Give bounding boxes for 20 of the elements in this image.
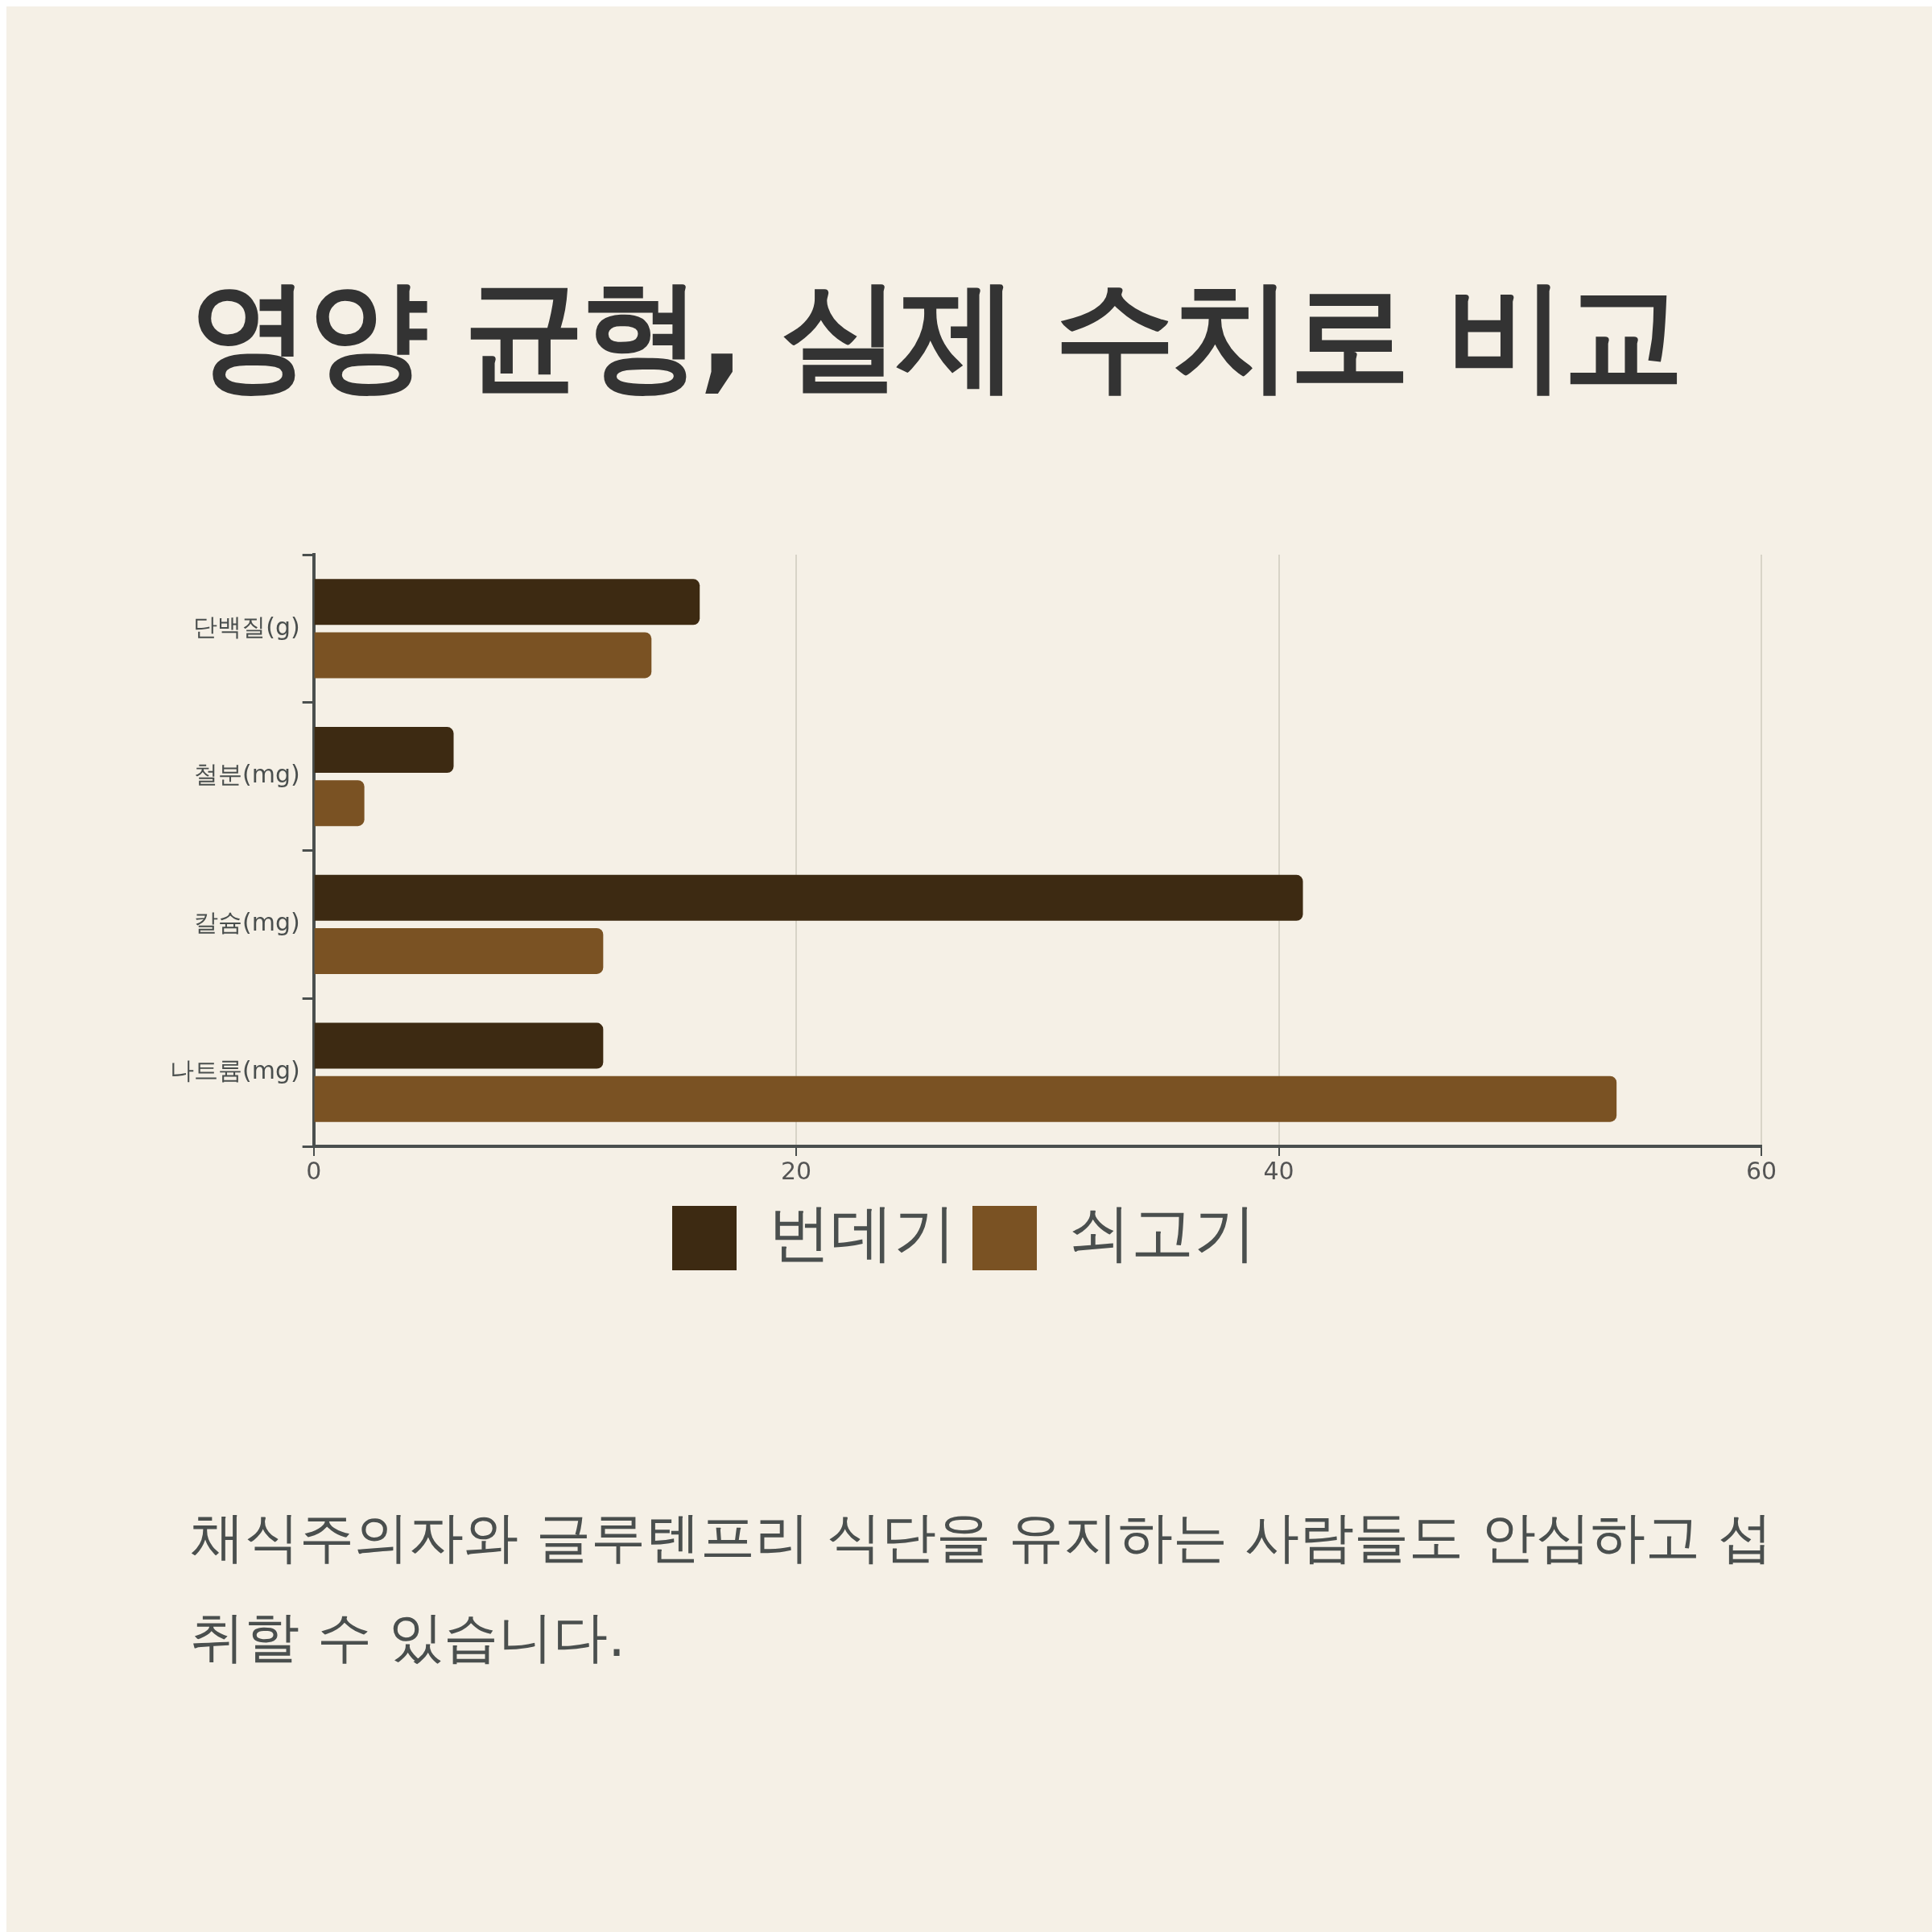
- y-tick-label: 철분(mg): [193, 760, 300, 789]
- bar: [314, 780, 365, 827]
- bar: [314, 579, 700, 625]
- chart-title: 영양 균형, 실제 수치로 비교: [190, 264, 1681, 407]
- x-tick-label: 60: [1745, 1156, 1777, 1185]
- x-tick-label: 20: [781, 1156, 812, 1185]
- bar: [314, 632, 652, 679]
- y-tick-label: 나트륨(mg): [169, 1055, 300, 1084]
- bar: [314, 727, 454, 773]
- y-tick-label: 단백질(g): [193, 612, 300, 641]
- bar: [314, 874, 1303, 921]
- y-tick-label: 칼슘(mg): [193, 908, 300, 937]
- text: 채식주의자와 글루텐프리 식단을 유지하는 사람들도 안심하고 섭취할 수 있습니다.: [190, 1505, 1773, 1670]
- bar: [314, 1022, 604, 1069]
- x-tick-label: 40: [1263, 1156, 1294, 1185]
- legend-label: 쇠고기: [1068, 1196, 1257, 1269]
- bar: [314, 928, 604, 974]
- x-tick-label: 0: [306, 1156, 322, 1185]
- bar: [314, 1075, 1617, 1122]
- legend-label: 번데기: [768, 1196, 956, 1269]
